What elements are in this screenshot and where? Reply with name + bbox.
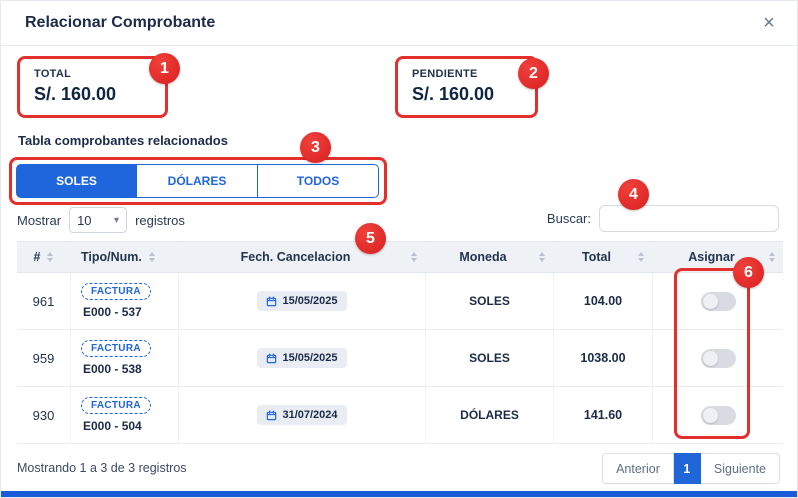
records-summary: Mostrando 1 a 3 de 3 registros: [17, 461, 187, 475]
pendiente-value: S/. 160.00: [412, 84, 495, 104]
tab-soles[interactable]: SOLES: [16, 164, 137, 198]
modal-title: Relacionar Comprobante: [25, 14, 216, 31]
doc-type-stack: FACTURA E000 - 537: [81, 283, 151, 319]
search-label: Buscar:: [546, 211, 591, 226]
row-total: 1038.00: [554, 330, 653, 386]
row-total: 104.00: [554, 273, 653, 329]
header-total[interactable]: Total: [554, 242, 653, 272]
page-size-prefix: Mostrar: [17, 212, 62, 228]
search-input[interactable]: [599, 205, 779, 232]
bottom-accent-bar: [1, 491, 797, 497]
chevron-down-icon: ▾: [114, 214, 120, 226]
search-row: Buscar:: [547, 205, 779, 232]
table-header-row: # Tipo/Num. Fech. Cancelacion Moneda Tot…: [17, 241, 783, 273]
header-id[interactable]: #: [17, 242, 71, 272]
toggle-knob: [702, 407, 718, 423]
annotation-badge-5: 5: [355, 223, 386, 254]
page-size-value: 10: [77, 212, 92, 228]
table-row: 961 FACTURA E000 - 537 15/05/2025 SOLES …: [17, 273, 783, 330]
modal-header: Relacionar Comprobante ×: [1, 1, 797, 46]
calendar-icon: [267, 410, 277, 420]
date-chip: 31/07/2024: [257, 405, 347, 425]
row-total: 141.60: [554, 387, 653, 443]
sort-icon: [769, 252, 775, 262]
total-value: S/. 160.00: [34, 84, 117, 104]
pendiente-box: PENDIENTE S/. 160.00: [398, 59, 508, 114]
date-chip: 15/05/2025: [257, 348, 347, 368]
annotation-badge-2: 2: [518, 58, 549, 89]
table-row: 959 FACTURA E000 - 538 15/05/2025 SOLES …: [17, 330, 783, 387]
date-chip: 15/05/2025: [257, 291, 347, 311]
annotation-badge-3: 3: [300, 132, 331, 163]
currency-tabs: SOLES DÓLARES TODOS: [16, 164, 379, 198]
doc-number: E000 - 537: [83, 305, 142, 319]
total-box: TOTAL S/. 160.00: [20, 59, 130, 114]
row-id: 961: [17, 273, 71, 329]
header-fecha-cancelacion[interactable]: Fech. Cancelacion: [179, 242, 426, 272]
annotation-badge-6: 6: [733, 257, 764, 288]
assign-toggle[interactable]: [700, 291, 736, 311]
related-table-label: Tabla comprobantes relacionados: [18, 133, 228, 148]
doc-type-stack: FACTURA E000 - 538: [81, 340, 151, 376]
toggle-knob: [702, 293, 718, 309]
sort-icon: [47, 252, 54, 262]
page-size-suffix: registros: [135, 212, 185, 228]
close-icon[interactable]: ×: [763, 12, 775, 34]
row-id: 959: [17, 330, 71, 386]
tab-dolares[interactable]: DÓLARES: [137, 164, 258, 198]
sort-icon: [638, 252, 644, 262]
comprobantes-table: # Tipo/Num. Fech. Cancelacion Moneda Tot…: [17, 241, 783, 444]
calendar-icon: [267, 353, 277, 363]
total-label: TOTAL: [34, 68, 72, 80]
calendar-icon: [267, 296, 277, 306]
row-id: 930: [17, 387, 71, 443]
assign-toggle[interactable]: [700, 405, 736, 425]
header-tipo-num[interactable]: Tipo/Num.: [71, 242, 179, 272]
pagination: Anterior 1 Siguiente: [602, 453, 780, 484]
row-currency: SOLES: [426, 273, 554, 329]
row-currency: DÓLARES: [426, 387, 554, 443]
sort-icon: [411, 252, 417, 262]
sort-icon: [539, 252, 545, 262]
doc-type-badge: FACTURA: [81, 340, 151, 357]
doc-type-stack: FACTURA E000 - 504: [81, 397, 151, 433]
toggle-knob: [702, 350, 718, 366]
page-size-select[interactable]: 10 ▾: [69, 207, 128, 233]
doc-type-badge: FACTURA: [81, 397, 151, 414]
next-page-button[interactable]: Siguiente: [700, 453, 780, 484]
doc-type-badge: FACTURA: [81, 283, 151, 300]
annotation-badge-1: 1: [149, 53, 180, 84]
previous-page-button[interactable]: Anterior: [602, 453, 674, 484]
pendiente-label: PENDIENTE: [412, 68, 478, 80]
header-moneda[interactable]: Moneda: [426, 242, 554, 272]
assign-toggle[interactable]: [700, 348, 736, 368]
annotation-badge-4: 4: [618, 179, 649, 210]
table-row: 930 FACTURA E000 - 504 31/07/2024 DÓLARE…: [17, 387, 783, 444]
doc-number: E000 - 504: [83, 419, 142, 433]
header-asignar[interactable]: Asignar: [653, 242, 783, 272]
sort-icon: [148, 252, 155, 262]
doc-number: E000 - 538: [83, 362, 142, 376]
page-size-row: Mostrar 10 ▾ registros: [17, 207, 185, 233]
tab-todos[interactable]: TODOS: [258, 164, 379, 198]
current-page-button[interactable]: 1: [673, 453, 701, 484]
row-currency: SOLES: [426, 330, 554, 386]
